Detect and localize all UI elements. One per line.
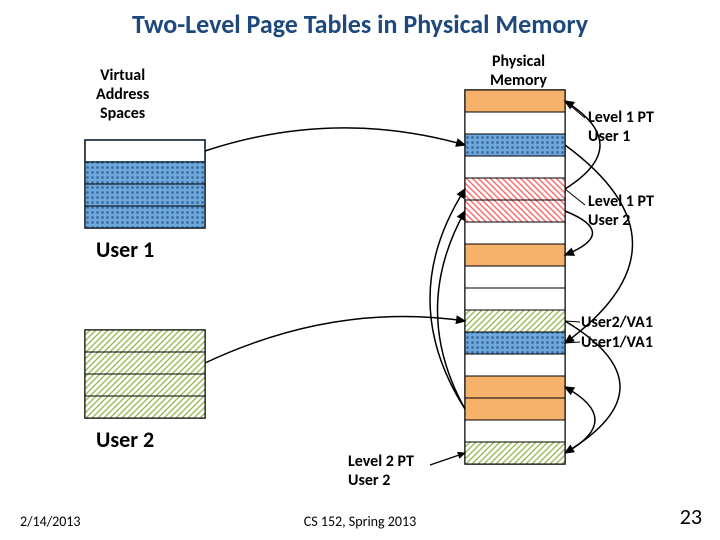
footer-page: 23 bbox=[680, 503, 702, 530]
footer-course: CS 152, Spring 2013 bbox=[0, 513, 720, 530]
diagram-svg bbox=[0, 0, 720, 540]
